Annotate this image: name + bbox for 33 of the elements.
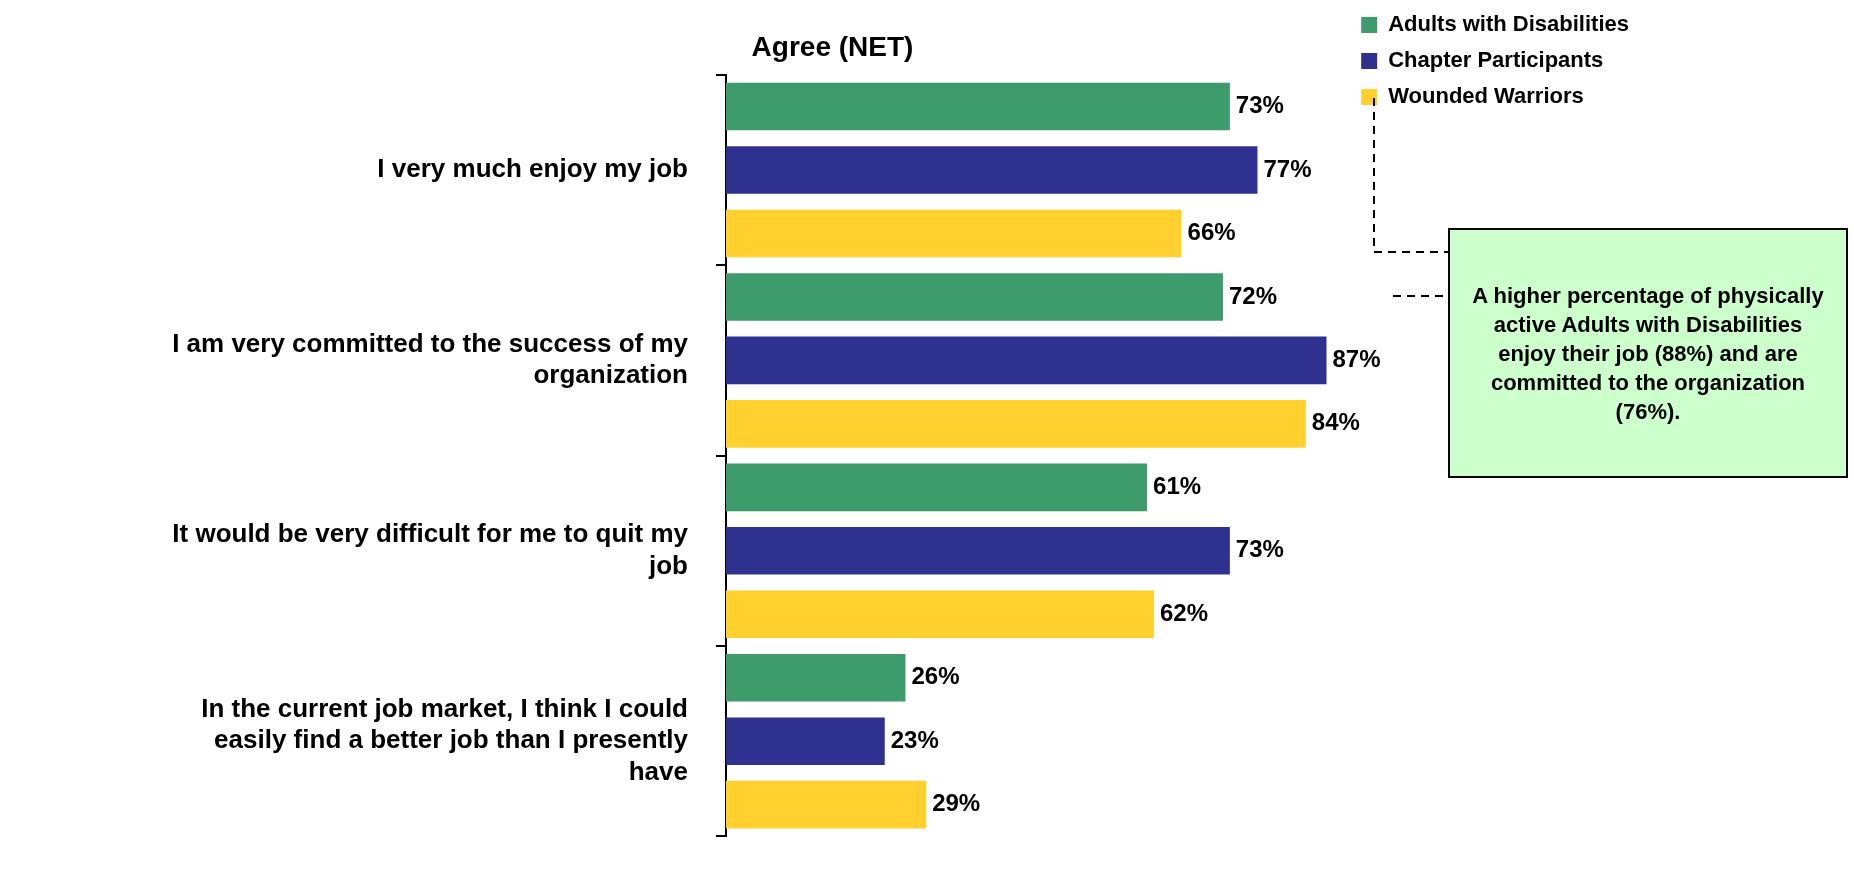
data-label: 23% bbox=[890, 725, 939, 753]
data-label: 62% bbox=[1159, 598, 1208, 626]
legend-label: Wounded Warriors bbox=[1388, 83, 1584, 109]
y-tick-label: It would be very difficult for me to quit my job bbox=[172, 518, 689, 580]
y-tick-label: I very much enjoy my job bbox=[377, 153, 688, 184]
bar bbox=[726, 717, 885, 765]
data-label: 73% bbox=[1235, 91, 1284, 119]
y-tick-label: In the current job market, I think I could easily find a better job than I presently have bbox=[201, 693, 689, 786]
legend-label: Adults with Disabilities bbox=[1388, 11, 1629, 37]
data-label: 29% bbox=[932, 789, 981, 817]
y-tick-label: I am very committed to the success of my organization bbox=[172, 327, 689, 390]
data-label: 77% bbox=[1263, 154, 1312, 182]
data-label: 72% bbox=[1228, 281, 1277, 309]
data-label: 73% bbox=[1235, 535, 1284, 563]
data-label: 26% bbox=[911, 662, 960, 690]
bar bbox=[726, 336, 1327, 385]
bar bbox=[726, 273, 1223, 321]
data-label: 61% bbox=[1153, 471, 1202, 499]
bar bbox=[726, 527, 1230, 575]
bar bbox=[726, 209, 1182, 258]
bar bbox=[726, 780, 927, 829]
chart-title: Agree (NET) bbox=[751, 30, 914, 62]
data-label: 84% bbox=[1311, 408, 1360, 436]
bar bbox=[726, 400, 1306, 448]
bar bbox=[726, 82, 1230, 131]
data-label: 66% bbox=[1187, 218, 1236, 246]
bar bbox=[726, 463, 1148, 512]
bar bbox=[726, 146, 1258, 194]
callout-box: A higher percentage of physically active Adults with Disabilities enjoy their job (88%) and are committed to the organization (76%). bbox=[1448, 228, 1848, 478]
data-label: 87% bbox=[1332, 345, 1381, 373]
bar bbox=[726, 653, 906, 702]
legend-label: Chapter Participants bbox=[1388, 47, 1604, 73]
bar bbox=[726, 590, 1154, 639]
